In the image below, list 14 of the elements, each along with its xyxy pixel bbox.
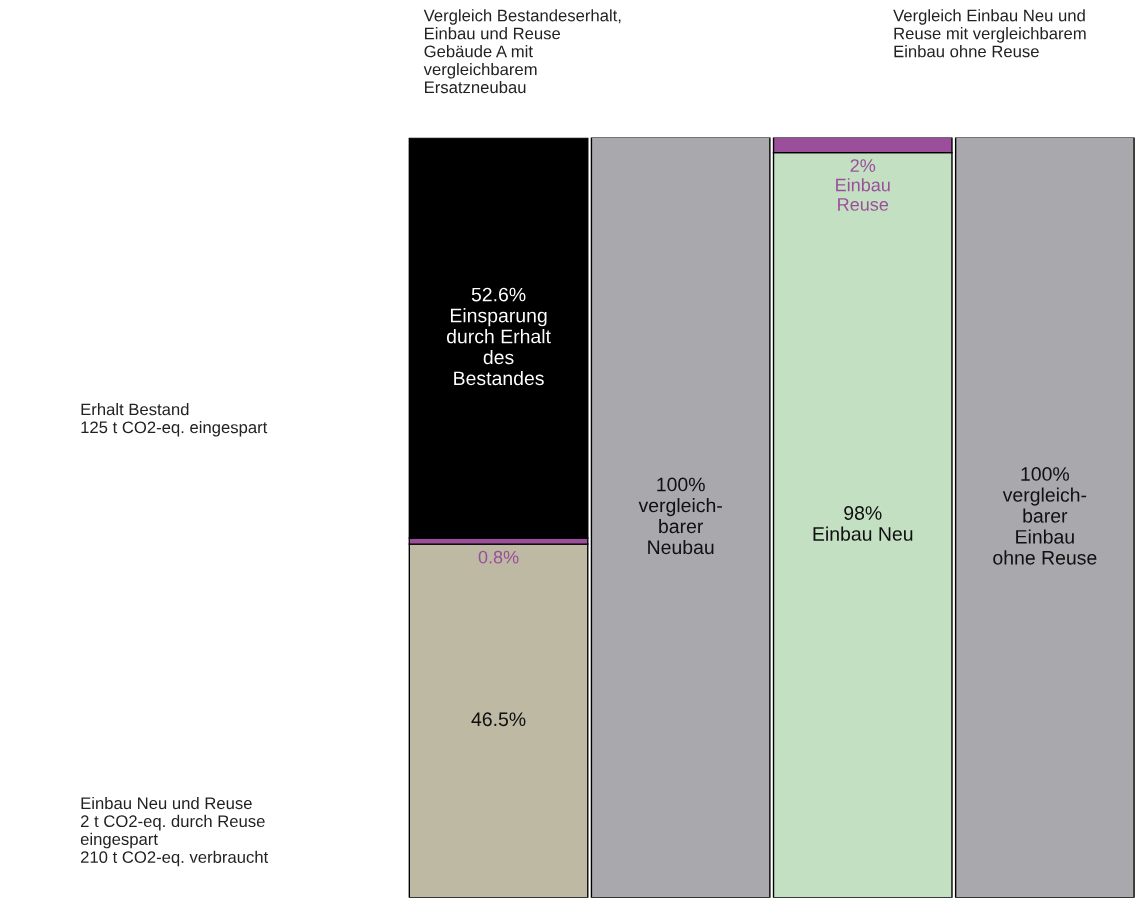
bar <box>590 137 771 898</box>
data-label: 46.5% <box>471 712 526 727</box>
text: Vergleich Bestandeserhalt, Einbau und Reuse Gebäude A mit vergleichbarem Ersatzneubau <box>423 9 621 94</box>
data-label: 100% vergleich- barer Neubau <box>638 477 722 555</box>
text: Einbau Neu und Reuse 2 t CO2-eq. durch Reuse eingespart 210 t CO2-eq. verbraucht <box>80 796 269 867</box>
data-label: 0.8% <box>478 550 519 564</box>
data-label: 98% Einbau Neu <box>813 506 913 541</box>
data-label: 100% vergleich- barer Einbau ohne Reuse <box>993 467 1097 565</box>
data-label: 2% Einbau Reuse <box>836 159 890 211</box>
text: Vergleich Einbau Neu und Reuse mit vergleichbarem Einbau ohne Reuse <box>893 9 1086 58</box>
text: Erhalt Bestand 125 t CO2-eq. eingespart <box>81 403 268 437</box>
data-label: 52.6% Einsparung durch Erhalt des Bestandes <box>446 287 551 386</box>
bar <box>408 543 589 898</box>
bar <box>954 137 1135 898</box>
